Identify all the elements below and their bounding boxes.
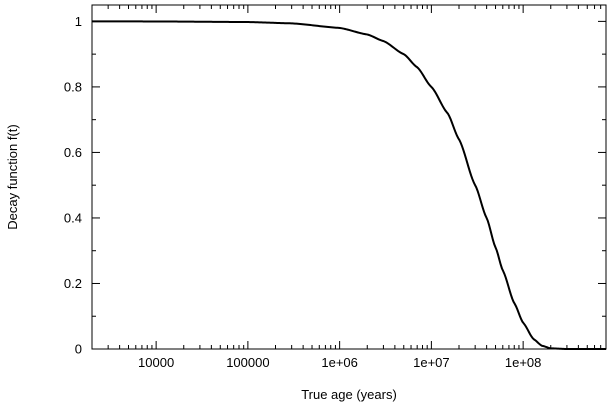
- plot-frame: [91, 4, 607, 350]
- y-axis-label: Decay function f(t): [5, 124, 20, 230]
- y-tick-label: 0.8: [64, 79, 82, 94]
- x-axis: 10000 100000 1e+06 1e+07 1e+08: [91, 5, 607, 370]
- x-tick-label: 1e+06: [321, 355, 358, 370]
- y-axis: 0 0.2 0.4 0.6 0.8 1: [64, 14, 606, 357]
- x-tick-label: 1e+07: [413, 355, 450, 370]
- y-tick-label: 0.6: [64, 145, 82, 160]
- y-tick-label: 0: [75, 342, 82, 357]
- x-axis-label: True age (years): [301, 387, 397, 402]
- y-tick-label: 0.2: [64, 276, 82, 291]
- x-tick-label: 10000: [138, 355, 174, 370]
- y-tick-label: 1: [75, 14, 82, 29]
- x-tick-label: 100000: [226, 355, 269, 370]
- y-tick-label: 0.4: [64, 210, 82, 225]
- x-tick-label: 1e+08: [505, 355, 542, 370]
- decay-curve: [92, 20, 606, 350]
